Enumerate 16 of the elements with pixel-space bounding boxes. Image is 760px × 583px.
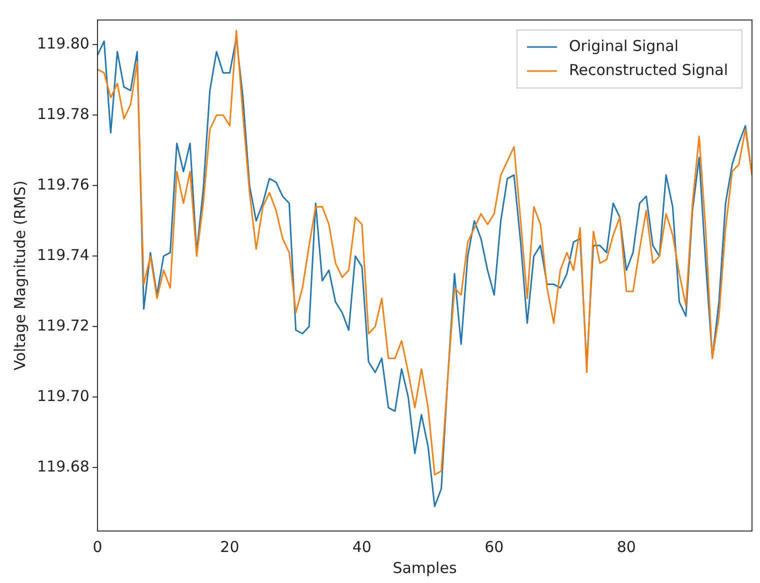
x-tick-label: 40 <box>352 538 372 556</box>
y-tick-label: 119.72 <box>36 316 90 334</box>
y-tick-label: 119.74 <box>36 246 90 264</box>
legend-label: Original Signal <box>569 36 679 55</box>
y-tick-label: 119.80 <box>36 34 90 53</box>
y-tick-label: 119.78 <box>36 105 90 124</box>
x-tick-label: 80 <box>616 538 636 556</box>
x-tick-label: 20 <box>220 538 240 556</box>
legend-label: Reconstructed Signal <box>569 60 728 79</box>
y-tick-label: 119.76 <box>36 176 90 194</box>
y-axis-title: Voltage Magnitude (RMS) <box>10 180 29 370</box>
y-tick-label: 119.68 <box>36 457 90 476</box>
y-tick-label: 119.70 <box>36 386 90 405</box>
x-axis-title: Samples <box>392 558 457 577</box>
x-tick-label: 60 <box>484 538 504 556</box>
x-tick-label: 0 <box>92 538 102 556</box>
